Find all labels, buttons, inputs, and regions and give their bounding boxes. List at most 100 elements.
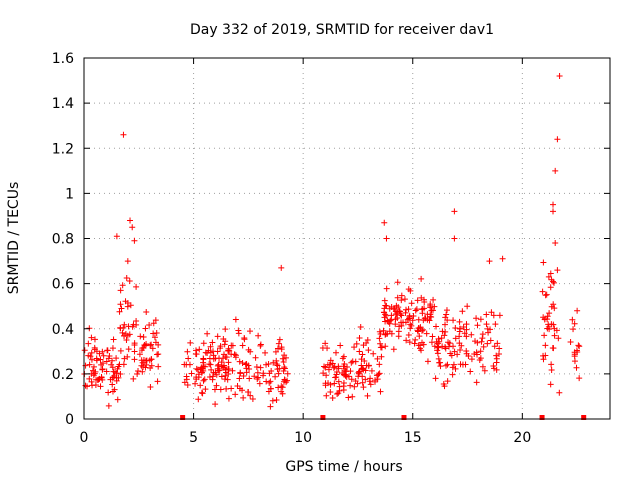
data-point	[110, 374, 117, 381]
data-point	[231, 351, 238, 358]
data-point	[330, 364, 337, 371]
data-point	[215, 361, 222, 368]
data-point	[556, 389, 563, 396]
data-point	[113, 355, 120, 362]
data-point	[435, 344, 442, 351]
data-point	[81, 347, 88, 354]
data-point	[448, 352, 455, 359]
data-point	[211, 386, 218, 393]
data-point	[483, 311, 490, 318]
data-point	[117, 325, 124, 332]
data-point	[262, 349, 269, 356]
data-point	[270, 359, 277, 366]
data-point	[93, 348, 100, 355]
data-point	[322, 380, 329, 387]
data-point	[576, 375, 583, 382]
data-point	[220, 351, 227, 358]
data-point	[331, 363, 338, 370]
data-point	[542, 352, 549, 359]
data-point	[105, 402, 112, 409]
data-point	[485, 329, 492, 336]
data-point	[569, 316, 576, 323]
data-point	[383, 285, 390, 292]
data-point	[229, 342, 236, 349]
data-point	[82, 362, 89, 369]
data-point	[418, 347, 425, 354]
data-point	[546, 310, 553, 317]
data-point	[272, 373, 279, 380]
data-point	[333, 369, 340, 376]
data-point	[120, 361, 127, 368]
data-point	[418, 275, 425, 282]
data-point	[139, 345, 146, 352]
data-point	[278, 388, 285, 395]
data-point	[232, 354, 239, 361]
y-tick-label: 1.6	[52, 51, 74, 67]
data-point	[265, 361, 272, 368]
data-point	[436, 359, 443, 366]
data-point	[398, 297, 405, 304]
data-point	[269, 397, 276, 404]
x-tick-label: 20	[513, 430, 531, 446]
data-point	[147, 383, 154, 390]
data-point	[478, 338, 485, 345]
data-point	[494, 340, 501, 347]
data-point	[421, 296, 428, 303]
data-point	[383, 302, 390, 309]
data-point	[479, 335, 486, 342]
data-point	[99, 366, 106, 373]
data-point	[574, 307, 581, 314]
data-point	[383, 235, 390, 242]
data-point	[365, 362, 372, 369]
data-point	[348, 376, 355, 383]
data-point	[553, 327, 560, 334]
data-point	[374, 376, 381, 383]
data-point	[113, 233, 120, 240]
data-point	[225, 345, 232, 352]
data-point	[121, 321, 128, 328]
data-point	[414, 297, 421, 304]
data-point	[405, 331, 412, 338]
data-point	[364, 337, 371, 344]
data-point	[256, 380, 263, 387]
data-point	[221, 341, 228, 348]
data-point	[339, 370, 346, 377]
data-point	[427, 311, 434, 318]
data-point	[110, 336, 117, 343]
data-point	[460, 324, 467, 331]
data-point	[154, 351, 161, 358]
data-point	[456, 333, 463, 340]
data-point	[201, 376, 208, 383]
data-point	[200, 377, 207, 384]
y-tick-label: 0.2	[52, 367, 74, 383]
data-point	[121, 355, 128, 362]
data-point	[555, 335, 562, 342]
data-point	[274, 345, 281, 352]
data-point	[383, 312, 390, 319]
data-point	[402, 309, 409, 316]
data-point	[434, 350, 441, 357]
data-point	[146, 321, 153, 328]
data-point	[246, 365, 253, 372]
data-point	[359, 379, 366, 386]
data-point	[125, 346, 132, 353]
data-point	[213, 382, 220, 389]
data-point	[499, 255, 506, 262]
data-point	[122, 298, 129, 305]
data-point	[117, 287, 124, 294]
data-point	[358, 365, 365, 372]
data-point	[356, 368, 363, 375]
data-point	[320, 370, 327, 377]
data-point	[493, 355, 500, 362]
data-point	[408, 322, 415, 329]
data-point	[376, 335, 383, 342]
data-point	[255, 332, 262, 339]
data-point	[234, 382, 241, 389]
data-point	[243, 360, 250, 367]
data-point	[431, 303, 438, 310]
data-point	[353, 340, 360, 347]
data-point	[344, 363, 351, 370]
data-point	[474, 322, 481, 329]
data-point	[442, 328, 449, 335]
data-point	[347, 382, 354, 389]
